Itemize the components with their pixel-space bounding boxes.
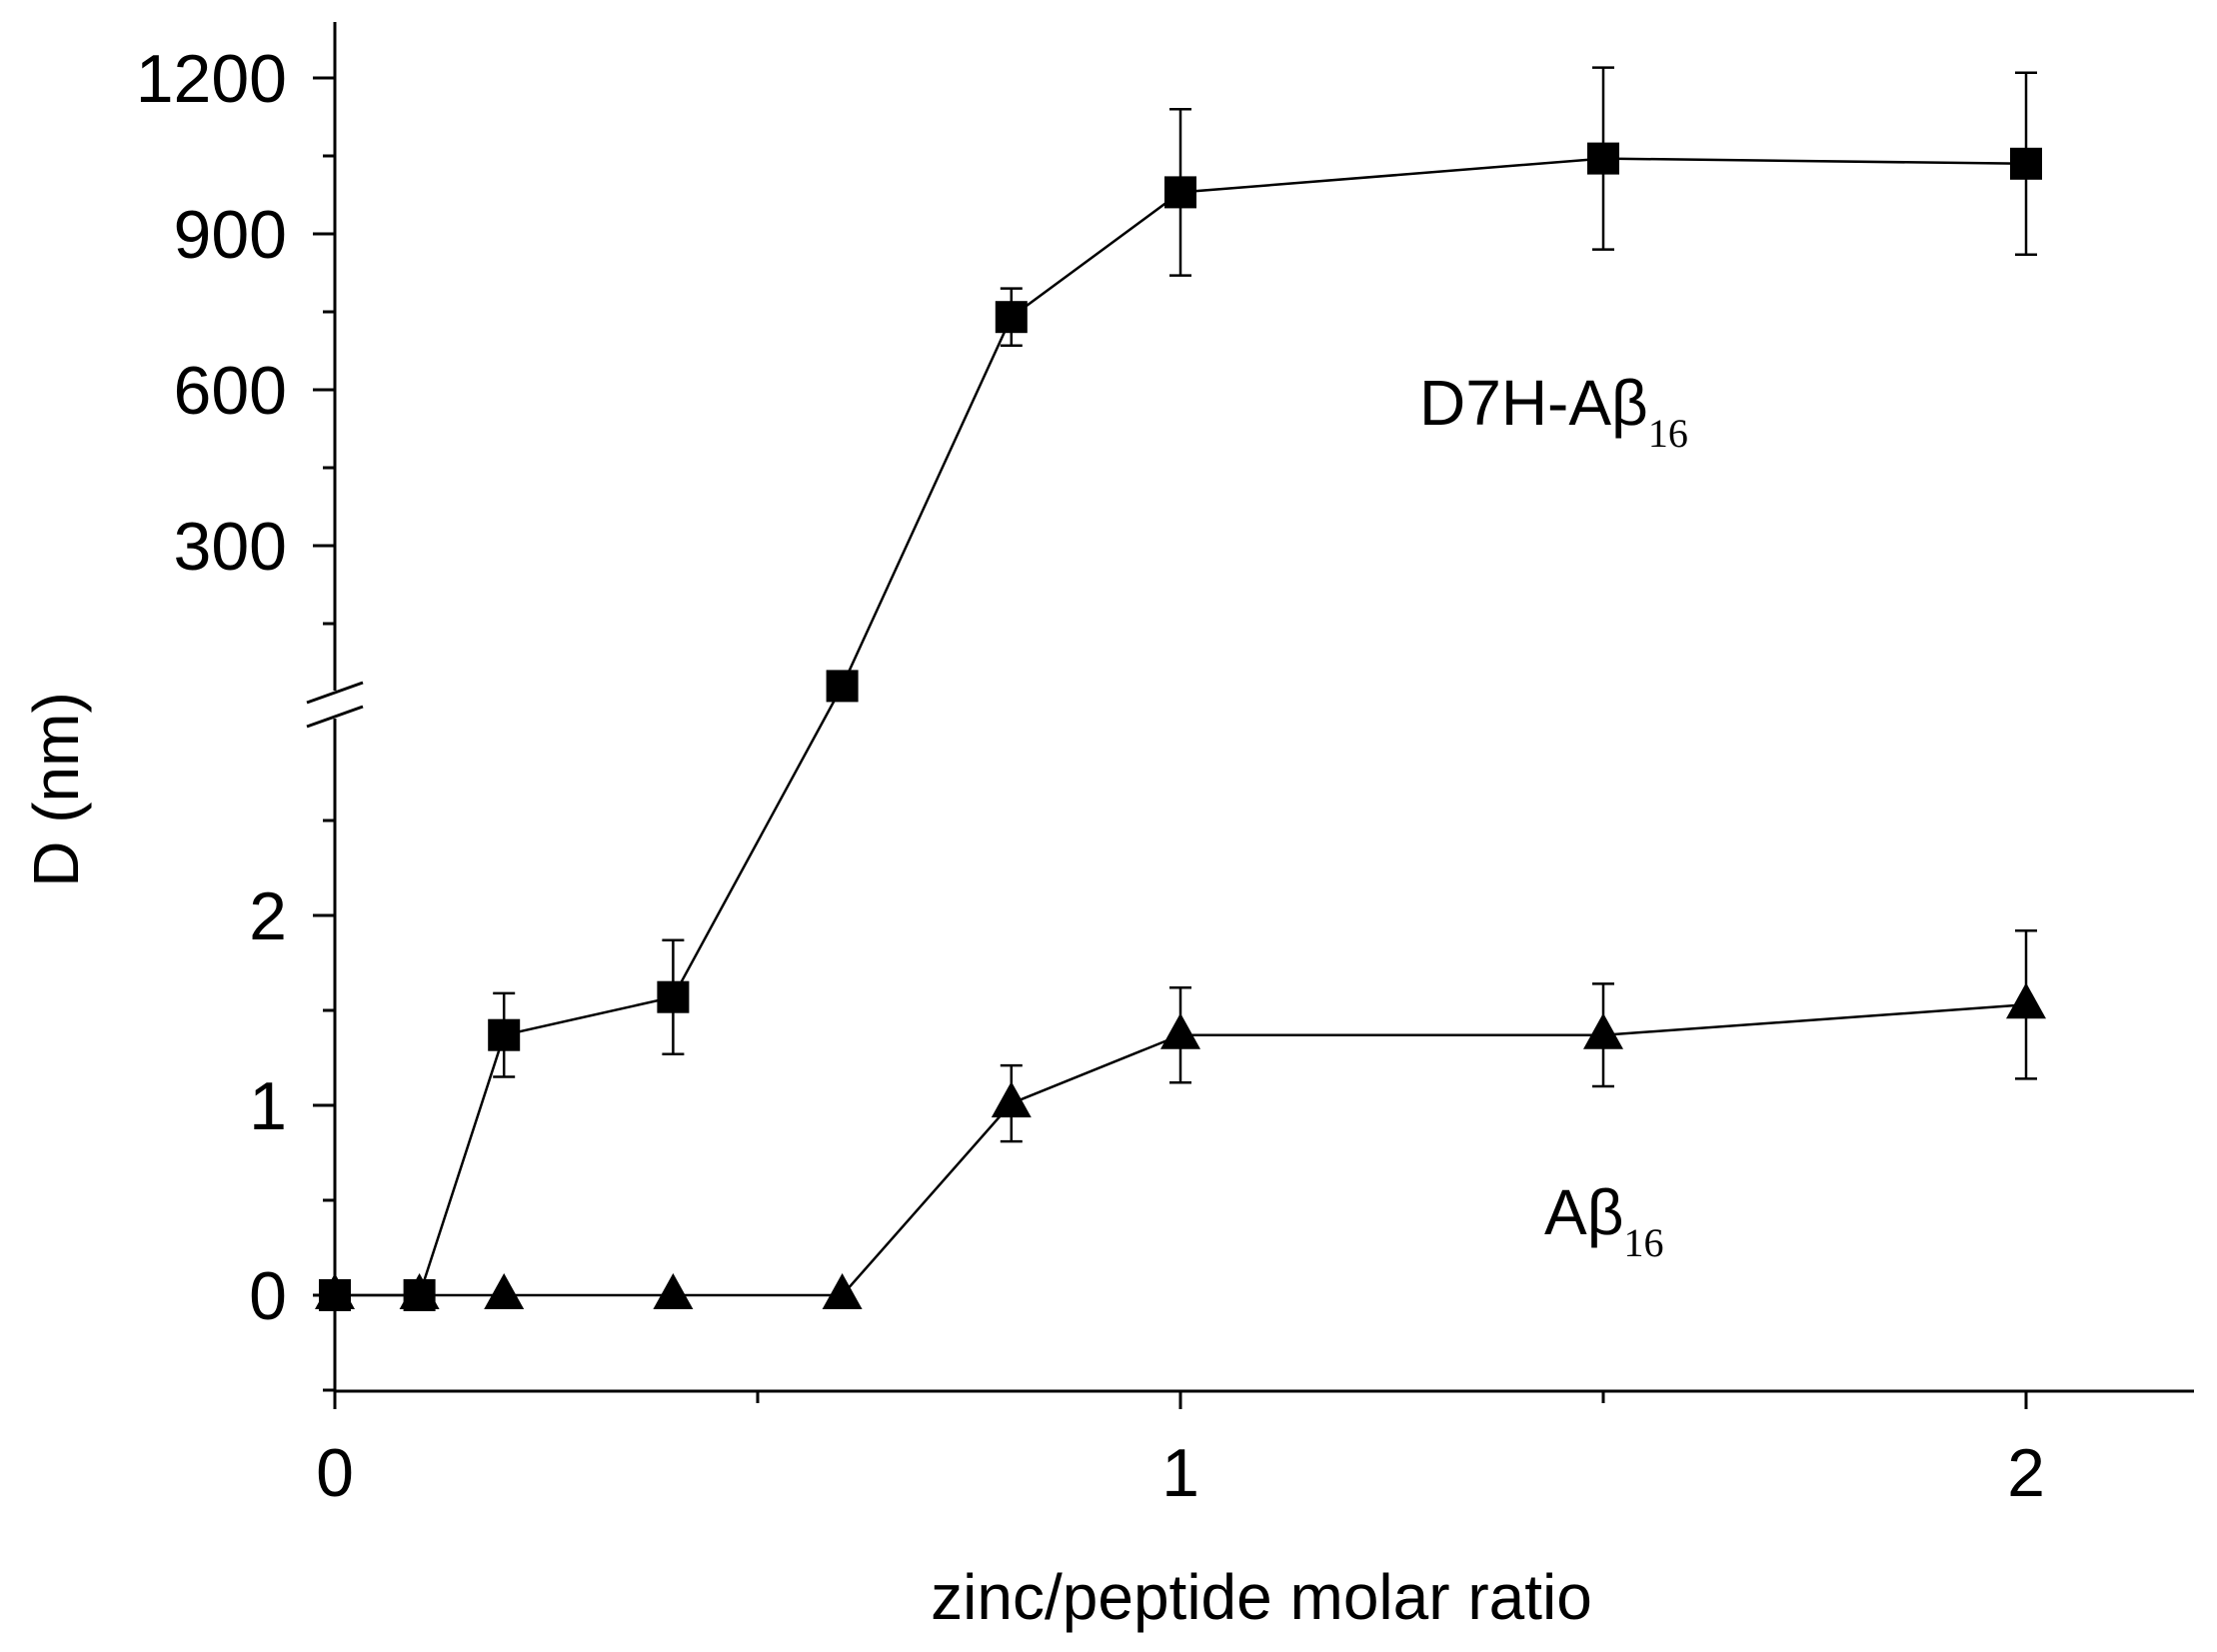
y-tick-label: 0 bbox=[249, 1258, 287, 1334]
data-point-square bbox=[826, 670, 859, 703]
y-tick-label: 300 bbox=[174, 509, 287, 585]
data-point-triangle bbox=[315, 1273, 355, 1309]
y-tick-label: 1 bbox=[249, 1068, 287, 1144]
data-point-triangle bbox=[822, 1273, 863, 1309]
data-point-triangle bbox=[1160, 1012, 1200, 1049]
data-point-triangle bbox=[2006, 982, 2046, 1019]
series-triangle bbox=[315, 928, 2046, 1309]
data-point-triangle bbox=[653, 1273, 694, 1309]
y-tick-label: 600 bbox=[174, 353, 287, 429]
x-tick-label: 2 bbox=[2007, 1435, 2045, 1511]
data-point-square bbox=[1587, 142, 1619, 175]
data-point-square bbox=[995, 301, 1028, 334]
y-tick-label: 1200 bbox=[136, 41, 287, 117]
axes: 0 1 2 0 1 2 300 600 900 1200 bbox=[136, 22, 2194, 1511]
series-square bbox=[319, 66, 2042, 1311]
y-axis-title: D (nm) bbox=[20, 692, 92, 887]
y-tick-label: 900 bbox=[174, 197, 287, 273]
data-point-triangle bbox=[484, 1273, 525, 1309]
data-point-square bbox=[657, 980, 690, 1013]
data-point-triangle bbox=[399, 1273, 440, 1309]
annotation-d7h: D7H-Aβ16 bbox=[1419, 367, 1688, 456]
x-axis-title: zinc/peptide molar ratio bbox=[931, 1561, 1592, 1633]
axis-break-mark bbox=[306, 681, 364, 705]
data-point-triangle bbox=[991, 1081, 1032, 1118]
data-point-square bbox=[1164, 176, 1196, 209]
y-tick-label: 2 bbox=[249, 878, 287, 954]
annotation-abeta: Aβ16 bbox=[1544, 1176, 1664, 1265]
series-layer bbox=[315, 66, 2046, 1311]
axis-break-mark bbox=[306, 705, 364, 729]
data-point-triangle bbox=[1583, 1012, 1623, 1049]
series-line bbox=[335, 157, 2027, 1297]
data-point-square bbox=[488, 1018, 521, 1051]
data-point-square bbox=[2010, 147, 2042, 180]
x-tick-label: 0 bbox=[316, 1435, 354, 1511]
x-tick-label: 1 bbox=[1161, 1435, 1199, 1511]
